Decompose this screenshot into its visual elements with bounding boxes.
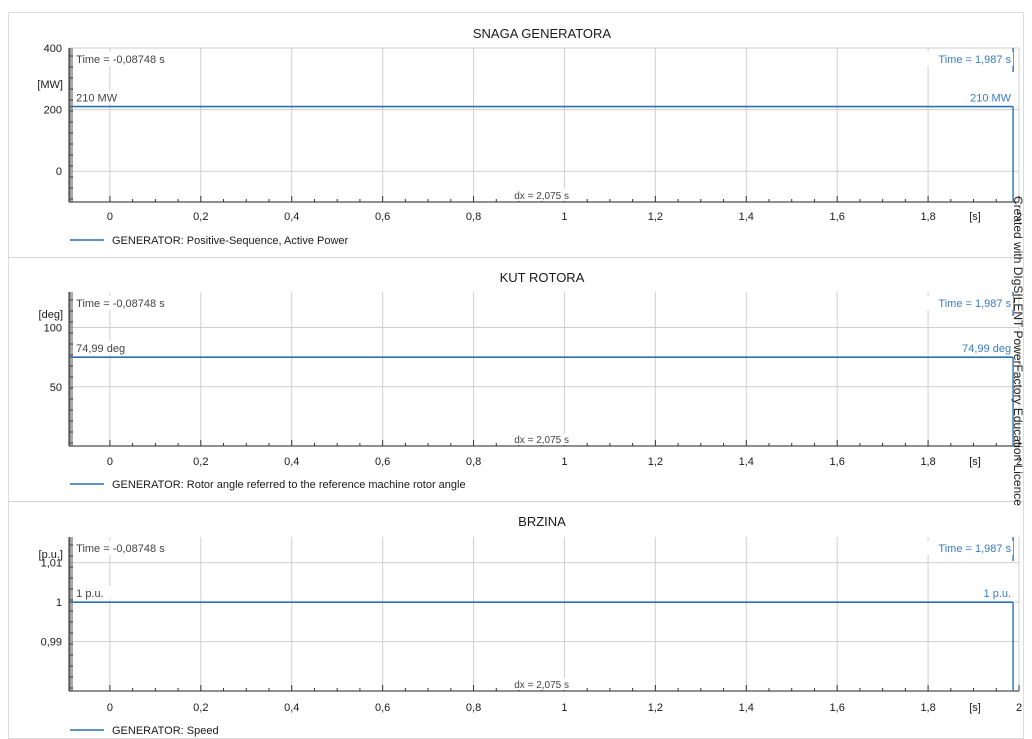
y-tick-label: 1,01 bbox=[41, 558, 62, 570]
legend-label: GENERATOR: Speed bbox=[112, 725, 219, 737]
x-tick-label: 0 bbox=[107, 456, 113, 468]
cursor-value-bg bbox=[74, 586, 139, 600]
y-tick-label: 200 bbox=[44, 105, 62, 117]
x-tick-label: 1,6 bbox=[830, 211, 845, 223]
x-tick-label: 1 bbox=[561, 702, 567, 714]
cursor-value-label: 210 MW bbox=[76, 93, 118, 105]
cursor-label-bg bbox=[923, 52, 1014, 66]
cursor-time-label: Time = 1,987 s bbox=[938, 298, 1011, 310]
cursor-value-bg bbox=[74, 90, 139, 104]
y-tick-label: 50 bbox=[50, 382, 62, 394]
x-tick-label: 2 bbox=[1016, 211, 1022, 223]
cursor-value-bg bbox=[949, 586, 1014, 600]
x-tick-label: 0,6 bbox=[375, 456, 390, 468]
x-tick-label: 2 bbox=[1016, 702, 1022, 714]
x-tick-label: 0,4 bbox=[284, 456, 299, 468]
cursor-label-bg bbox=[923, 296, 1014, 310]
x-tick-label: 0,2 bbox=[193, 702, 208, 714]
x-tick-label: 0,8 bbox=[466, 702, 481, 714]
x-tick-label: 1,2 bbox=[648, 211, 663, 223]
x-tick-label: 0,6 bbox=[375, 702, 390, 714]
x-tick-label: 1,8 bbox=[920, 702, 935, 714]
x-tick-label: 0,4 bbox=[284, 702, 299, 714]
dx-label-bg bbox=[505, 189, 578, 201]
panel-separator bbox=[8, 501, 1024, 502]
chart-title: KUT ROTORA bbox=[500, 270, 585, 285]
x-tick-label: 1 bbox=[561, 211, 567, 223]
cursor-value-label: 74,99 deg bbox=[962, 343, 1011, 355]
cursor-value-label: 210 MW bbox=[970, 93, 1012, 105]
x-tick-label: 1 bbox=[561, 456, 567, 468]
x-tick-label: 1,2 bbox=[648, 456, 663, 468]
x-tick-label: 0,8 bbox=[466, 456, 481, 468]
y-tick-label: 0,99 bbox=[41, 637, 62, 649]
cursor-time-label: Time = 1,987 s bbox=[938, 543, 1011, 555]
cursor-time-label: Time = 1,987 s bbox=[938, 54, 1011, 66]
x-tick-label: 1,2 bbox=[648, 702, 663, 714]
x-tick-label: 1,4 bbox=[739, 702, 754, 714]
cursor-value-label: 1 p.u. bbox=[76, 588, 104, 600]
cursor-value-bg bbox=[74, 341, 139, 355]
chart-title: SNAGA GENERATORA bbox=[473, 26, 612, 41]
cursor-label-bg bbox=[923, 541, 1014, 555]
y-axis-label: [deg] bbox=[39, 309, 63, 321]
legend-label: GENERATOR: Rotor angle referred to the r… bbox=[112, 479, 466, 491]
cursor-label-bg bbox=[74, 296, 165, 310]
legend-label: GENERATOR: Positive-Sequence, Active Pow… bbox=[112, 235, 349, 247]
y-tick-label: 400 bbox=[44, 43, 62, 55]
x-tick-label: 0,2 bbox=[193, 456, 208, 468]
cursor-value-label: 1 p.u. bbox=[984, 588, 1012, 600]
cursor-time-label: Time = -0,08748 s bbox=[76, 298, 165, 310]
x-tick-label: 1,8 bbox=[920, 211, 935, 223]
cursor-label-bg bbox=[74, 52, 165, 66]
x-tick-label: 1,6 bbox=[830, 702, 845, 714]
x-tick-label: 1,6 bbox=[830, 456, 845, 468]
cursor-value-label: 74,99 deg bbox=[76, 343, 125, 355]
x-tick-label: 1,8 bbox=[920, 456, 935, 468]
y-tick-label: 1 bbox=[56, 597, 62, 609]
y-tick-label: 100 bbox=[44, 323, 62, 335]
x-axis-label: [s] bbox=[969, 702, 981, 714]
x-tick-label: 2 bbox=[1016, 456, 1022, 468]
panel-separator bbox=[8, 257, 1024, 258]
cursor-label-bg bbox=[74, 541, 165, 555]
x-tick-label: 0 bbox=[107, 702, 113, 714]
x-tick-label: 0,8 bbox=[466, 211, 481, 223]
cursor-value-bg bbox=[949, 90, 1014, 104]
x-tick-label: 0,2 bbox=[193, 211, 208, 223]
cursor-time-label: Time = -0,08748 s bbox=[76, 543, 165, 555]
dx-label-bg bbox=[505, 678, 578, 690]
dx-label: dx = 2,075 s bbox=[514, 191, 569, 202]
dx-label: dx = 2,075 s bbox=[514, 435, 569, 446]
x-tick-label: 0,6 bbox=[375, 211, 390, 223]
cursor-time-label: Time = -0,08748 s bbox=[76, 54, 165, 66]
watermark-text: Created with DIgSILENT PowerFactory Educ… bbox=[1011, 196, 1025, 506]
x-axis-label: [s] bbox=[969, 456, 981, 468]
dx-label: dx = 2,075 s bbox=[514, 680, 569, 691]
y-axis-label: [p.u.] bbox=[39, 549, 63, 561]
y-tick-label: 0 bbox=[56, 166, 62, 178]
y-axis-label: [MW] bbox=[37, 79, 63, 91]
x-tick-label: 0 bbox=[107, 211, 113, 223]
x-axis-label: [s] bbox=[969, 211, 981, 223]
x-tick-label: 1,4 bbox=[739, 211, 754, 223]
cursor-value-bg bbox=[949, 341, 1014, 355]
dx-label-bg bbox=[505, 433, 578, 445]
x-tick-label: 0,4 bbox=[284, 211, 299, 223]
chart-title: BRZINA bbox=[518, 514, 566, 529]
x-tick-label: 1,4 bbox=[739, 456, 754, 468]
